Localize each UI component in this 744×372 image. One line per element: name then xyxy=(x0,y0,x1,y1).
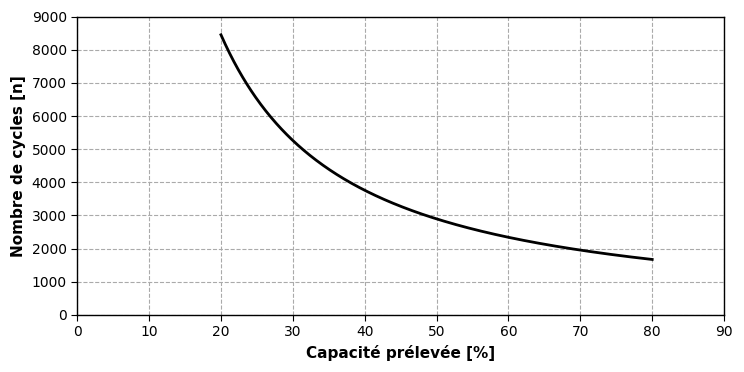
Y-axis label: Nombre de cycles [n]: Nombre de cycles [n] xyxy=(11,75,26,257)
X-axis label: Capacité prélevée [%]: Capacité prélevée [%] xyxy=(306,345,496,361)
